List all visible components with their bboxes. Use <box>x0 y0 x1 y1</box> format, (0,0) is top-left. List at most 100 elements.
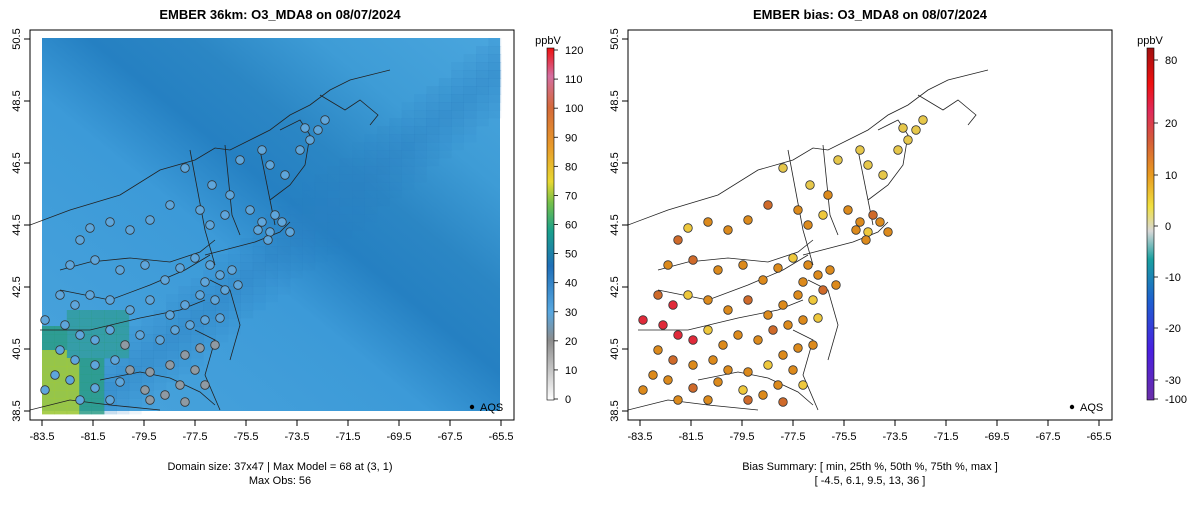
model-grid-cell <box>79 350 92 359</box>
model-grid-cell <box>66 318 80 327</box>
observation-point <box>155 335 165 345</box>
observation-point <box>120 340 130 350</box>
model-grid-cell <box>389 174 402 183</box>
model-grid-cell <box>339 206 353 215</box>
bias-point <box>863 227 873 237</box>
model-grid-cell <box>252 278 266 287</box>
model-grid-cell <box>153 326 167 335</box>
model-footer-line2: Max Obs: 56 <box>249 475 311 487</box>
model-grid-cell <box>42 382 55 391</box>
model-grid-cell <box>476 86 489 95</box>
bias-point <box>718 340 728 350</box>
model-grid-cell <box>116 390 130 399</box>
model-grid-cell <box>389 166 402 175</box>
model-grid-cell <box>401 166 415 175</box>
model-grid-cell <box>277 246 291 255</box>
colorbar-tick-label: 20 <box>1165 118 1177 130</box>
bias-point <box>793 205 803 215</box>
model-grid-cell <box>426 150 440 159</box>
model-grid-cell <box>451 62 464 71</box>
model-grid-cell <box>314 182 328 191</box>
observation-point <box>170 325 180 335</box>
model-field <box>30 38 502 415</box>
model-grid-cell <box>190 318 204 327</box>
observation-point <box>145 215 155 225</box>
model-grid-cell <box>215 294 229 303</box>
model-grid-cell <box>240 302 254 311</box>
model-grid-cell <box>203 342 216 351</box>
model-grid-cell <box>128 326 142 335</box>
model-grid-cell <box>376 158 390 167</box>
model-grid-cell <box>376 182 390 191</box>
model-grid-cell <box>215 302 229 311</box>
model-grid-cell <box>203 334 216 343</box>
model-grid-cell <box>463 94 477 103</box>
model-grid-cell <box>116 406 130 415</box>
model-grid-cell <box>240 310 254 319</box>
observation-point <box>145 367 155 377</box>
model-grid-cell <box>252 262 266 271</box>
boundary-line <box>697 371 814 406</box>
observation-point <box>175 380 185 390</box>
model-grid-cell <box>42 350 55 359</box>
bias-point <box>673 330 683 340</box>
bias-footer-line1: Bias Summary: [ min, 25th %, 50th %, 75t… <box>742 461 998 473</box>
y-tick-label: 44.5 <box>11 214 23 235</box>
observation-point <box>65 260 75 270</box>
model-grid-cell <box>364 142 378 151</box>
model-grid-cell <box>414 150 427 159</box>
bias-points <box>638 115 928 407</box>
bias-point <box>855 145 865 155</box>
observation-point <box>70 300 80 310</box>
bias-point <box>713 265 723 275</box>
model-grid-cell <box>141 342 154 351</box>
model-grid-cell <box>302 238 316 247</box>
model-grid-cell <box>240 246 254 255</box>
bias-footer-line2: [ -4.5, 6.1, 9.5, 13, 36 ] <box>815 475 926 487</box>
bias-point <box>713 377 723 387</box>
model-grid-cell <box>401 174 415 183</box>
bias-point <box>743 367 753 377</box>
model-grid-cell <box>54 366 68 375</box>
observation-point <box>225 190 235 200</box>
bias-point <box>688 383 698 393</box>
model-grid-cell <box>327 190 340 199</box>
model-grid-cell <box>426 118 440 127</box>
model-grid-cell <box>252 302 266 311</box>
boundary-line <box>917 94 977 126</box>
x-tick-label: -73.5 <box>284 431 309 443</box>
observation-point <box>270 210 280 220</box>
model-grid-cell <box>91 366 105 375</box>
model-grid-cell <box>190 278 204 287</box>
model-footer-line1: Domain size: 37x47 | Max Model = 68 at (… <box>167 461 392 473</box>
bias-point <box>743 295 753 305</box>
model-grid-cell <box>54 334 68 343</box>
model-grid-cell <box>104 318 117 327</box>
bias-point <box>918 115 928 125</box>
observation-point <box>70 355 80 365</box>
model-grid-cell <box>376 134 390 143</box>
model-grid-cell <box>104 350 117 359</box>
observation-point <box>190 253 200 263</box>
model-grid-cell <box>463 62 477 71</box>
observation-point <box>185 320 195 330</box>
model-grid-cell <box>302 222 316 231</box>
observation-point <box>190 365 200 375</box>
model-grid-cell <box>178 334 192 343</box>
x-tick-label: -69.5 <box>386 431 411 443</box>
boundary-line <box>30 399 161 411</box>
model-grid-cell <box>277 254 291 263</box>
bias-point <box>778 300 788 310</box>
model-grid-cell <box>438 142 452 151</box>
aqs-legend-label-bias: AQS <box>1080 402 1103 414</box>
model-grid-cell <box>376 142 390 151</box>
model-grid-cell <box>277 262 291 271</box>
model-grid-cell <box>166 342 179 351</box>
model-grid-cell <box>228 318 241 327</box>
boundary-line <box>224 144 241 236</box>
model-grid-cell <box>314 174 328 183</box>
model-grid-cell <box>314 206 328 215</box>
model-grid-cell <box>141 334 154 343</box>
bias-point <box>763 200 773 210</box>
